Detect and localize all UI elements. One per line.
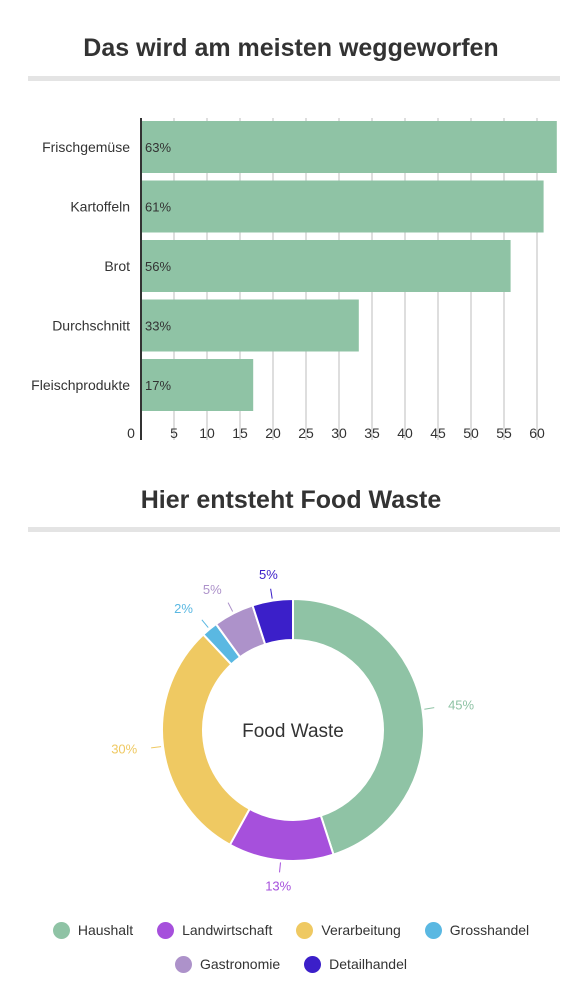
legend-label: Landwirtschaft <box>182 922 273 938</box>
slice-label: 5% <box>259 567 278 582</box>
tick-label: 55 <box>496 425 512 441</box>
category-label: Durchschnitt <box>52 318 130 334</box>
legend-item: Gastronomie <box>175 955 281 973</box>
bar <box>141 180 544 233</box>
category-label: Frischgemüse <box>42 139 130 155</box>
bar <box>141 240 511 292</box>
chart-legend: Haushalt Landwirtschaft Verarbeitung Grossh… <box>0 918 582 986</box>
legend-item: Detailhandel <box>304 955 407 973</box>
category-label: Brot <box>104 258 130 274</box>
category-label: Kartoffeln <box>70 199 130 215</box>
category-label: Fleischprodukte <box>31 377 130 393</box>
tick-label: 5 <box>170 425 178 441</box>
legend-label: Detailhandel <box>329 956 407 972</box>
tick-label: 20 <box>265 425 281 441</box>
bar-chart-title: Das wird am meisten weggeworfen <box>83 34 499 62</box>
legend-row: Haushalt Landwirtschaft Verarbeitung Grossh… <box>0 918 582 942</box>
legend-row: Gastronomie Detailhandel <box>0 952 582 976</box>
legend-label: Grosshandel <box>449 922 530 938</box>
pie-slice <box>251 597 294 646</box>
bar <box>141 359 254 411</box>
legend-item: Grosshandel <box>424 921 530 939</box>
legend-swatch <box>424 921 442 939</box>
tick-label: 60 <box>529 425 545 441</box>
legend-item: Haushalt <box>52 921 134 939</box>
pie-slice <box>161 633 251 847</box>
legend-swatch <box>296 921 314 939</box>
legend-swatch <box>304 955 322 973</box>
legend-label: Gastronomie <box>200 956 281 972</box>
data-label: 56% <box>145 259 171 274</box>
label-leader-line <box>201 619 209 628</box>
tick-label: 35 <box>364 425 380 441</box>
donut-chart-title: Hier entsteht Food Waste <box>140 486 442 514</box>
slice-label: 5% <box>203 582 222 597</box>
legend-label: Haushalt <box>77 922 134 938</box>
data-label: 33% <box>145 319 171 334</box>
pie-slice <box>292 597 425 856</box>
tick-label: 45 <box>430 425 446 441</box>
legend-label: Verarbeitung <box>321 922 401 938</box>
tick-label: 30 <box>331 425 347 441</box>
data-label: 61% <box>145 200 171 215</box>
label-leader-line <box>151 746 162 749</box>
data-label: 63% <box>145 140 171 155</box>
title-divider <box>28 527 560 532</box>
tick-label: 40 <box>397 425 413 441</box>
legend-swatch <box>52 921 70 939</box>
legend-item: Verarbeitung <box>296 921 401 939</box>
title-divider <box>28 76 560 81</box>
slice-label: 45% <box>448 697 474 712</box>
donut-center-label: Food Waste <box>242 721 344 742</box>
tick-label: 25 <box>298 425 314 441</box>
label-leader-line <box>424 707 435 710</box>
label-leader-line <box>227 602 234 612</box>
bar <box>141 121 557 173</box>
slice-label: 30% <box>111 742 137 757</box>
label-leader-line <box>279 862 281 873</box>
legend-swatch <box>157 921 175 939</box>
donut-chart: 45% 13% 30% 2% 5% 5% Food Waste <box>111 567 474 893</box>
label-leader-line <box>270 588 273 599</box>
tick-label: 15 <box>232 425 248 441</box>
slice-label: 2% <box>174 601 193 616</box>
legend-swatch <box>175 955 192 973</box>
data-label: 17% <box>145 378 171 393</box>
tick-label: 50 <box>463 425 479 441</box>
bar-chart: Frischgemüse 63% Kartoffeln 61% Brot 56% Durch… <box>31 118 557 441</box>
tick-label: 10 <box>199 425 215 441</box>
tick-label: 0 <box>127 425 135 441</box>
slice-label: 13% <box>265 878 291 893</box>
bar <box>141 299 359 352</box>
legend-item: Landwirtschaft <box>157 921 273 939</box>
